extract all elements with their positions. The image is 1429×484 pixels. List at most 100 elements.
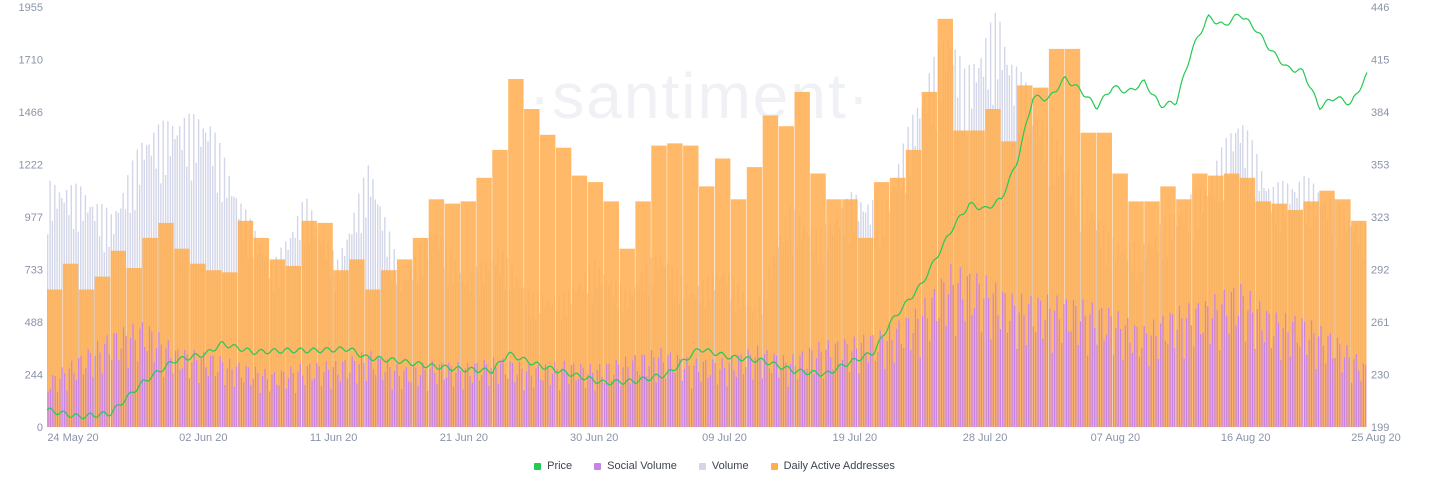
legend-item-daily-active-addresses[interactable]: Daily Active Addresses [770,460,895,472]
social-volume-bar-510 [1249,291,1251,427]
social-volume-bar-424 [1046,294,1049,427]
social-volume-bar-61 [191,362,193,427]
y-axis-right: 446 415 384 353 323 292 261 230 199 [1371,2,1389,434]
social-volume-bar-223 [573,363,575,427]
social-volume-bar-444 [1094,327,1096,427]
social-volume-bar-303 [761,378,763,427]
social-volume-bar-138 [372,369,374,427]
social-volume-bar-11 [73,372,75,427]
social-volume-bar-39 [139,328,141,427]
social-volume-bar-411 [1016,348,1018,427]
legend-item-social-volume[interactable]: Social Volume [594,460,677,472]
social-volume-bar-459 [1129,342,1131,427]
social-volume-bar-530 [1296,342,1298,427]
social-volume-bar-542 [1325,363,1327,427]
social-volume-bar-536 [1310,320,1313,427]
social-volume-bar-415 [1025,345,1027,427]
social-volume-bar-263 [667,355,669,427]
social-volume-bar-163 [431,361,433,427]
social-volume-bar-376 [933,289,935,427]
social-volume-bar-154 [410,382,412,427]
social-volume-bar-191 [497,384,499,427]
social-volume-bar-247 [629,383,631,427]
social-volume-bar-5 [59,378,61,427]
social-volume-bar-102 [287,378,290,427]
daa-bar-82 [1351,220,1367,427]
social-volume-bar-545 [1332,358,1334,427]
volume-bar-364 [905,192,907,427]
y-right-tick-label: 199 [1371,422,1389,434]
social-volume-bar-170 [448,362,450,427]
daa-bar-62 [1033,87,1049,427]
social-volume-bar-187 [488,386,490,427]
social-volume-bar-79 [233,386,235,427]
social-volume-bar-173 [455,372,457,427]
social-volume-bar-207 [535,368,537,427]
social-volume-bar-276 [698,371,700,427]
social-volume-bar-511 [1252,312,1254,427]
social-volume-bar-165 [436,383,438,427]
social-volume-bar-325 [813,374,815,427]
volume-bar-229 [586,293,589,427]
social-volume-bar-523 [1280,360,1282,427]
social-volume-bar-297 [747,349,749,427]
volume-bar-519 [1270,212,1272,427]
social-volume-bar-537 [1313,333,1315,427]
social-volume-bar-456 [1122,360,1124,427]
social-volume-bar-496 [1216,309,1218,427]
social-volume-bar-498 [1221,304,1223,427]
social-volume-bar-294 [740,354,742,427]
social-volume-bar-426 [1051,352,1053,427]
social-volume-bar-221 [568,383,570,427]
social-volume-bar-453 [1115,328,1117,427]
social-volume-bar-47 [158,332,160,427]
social-volume-bar-491 [1204,301,1207,427]
social-volume-bar-428 [1056,295,1058,427]
legend-item-price[interactable]: Price [534,460,572,472]
social-volume-bar-55 [177,349,179,427]
social-volume-bar-24 [104,343,106,427]
social-volume-bar-53 [172,373,174,427]
social-volume-bar-140 [377,356,379,427]
social-volume-bar-421 [1039,300,1042,427]
daa-bar-66 [1096,132,1112,427]
social-volume-bar-54 [174,350,176,427]
y-left-tick-label: 244 [25,370,43,382]
social-volume-bar-457 [1124,325,1126,427]
social-volume-bar-214 [551,373,554,427]
social-volume-bar-338 [844,339,846,427]
social-volume-bar-20 [94,355,96,427]
social-volume-bar-329 [823,378,825,427]
y-left-tick-label: 977 [25,212,43,224]
social-volume-bar-85 [247,367,250,427]
social-volume-bar-104 [292,372,294,427]
social-volume-bar-434 [1070,331,1072,427]
social-volume-bar-314 [787,386,789,427]
social-volume-bar-387 [959,267,961,427]
social-volume-bar-358 [891,340,893,427]
y-left-tick-label: 488 [25,317,43,329]
social-volume-bar-203 [526,371,528,427]
social-volume-bar-287 [724,367,726,427]
social-volume-bar-483 [1186,318,1188,427]
social-volume-bar-267 [676,355,679,427]
social-volume-bar-405 [1002,291,1004,427]
daa-bar-37 [635,201,651,427]
legend-item-volume[interactable]: Volume [698,460,749,472]
social-volume-bar-321 [804,369,806,427]
social-volume-bar-403 [997,315,999,427]
social-volume-bar-372 [924,297,926,427]
social-volume-bar-450 [1108,307,1110,427]
social-volume-bar-532 [1301,318,1303,427]
social-volume-bar-466 [1145,333,1148,427]
social-volume-bar-534 [1306,355,1308,427]
watermark: ·santiment· [529,60,871,132]
y-left-tick-label: 1710 [19,55,43,67]
y-left-tick-label: 1466 [19,107,43,119]
social-volume-bar-383 [950,264,952,427]
social-volume-bar-268 [679,358,681,427]
social-volume-bar-475 [1167,344,1169,427]
social-volume-bar-266 [674,372,676,427]
social-volume-bar-220 [566,373,568,427]
daa-bar-23 [412,237,429,427]
